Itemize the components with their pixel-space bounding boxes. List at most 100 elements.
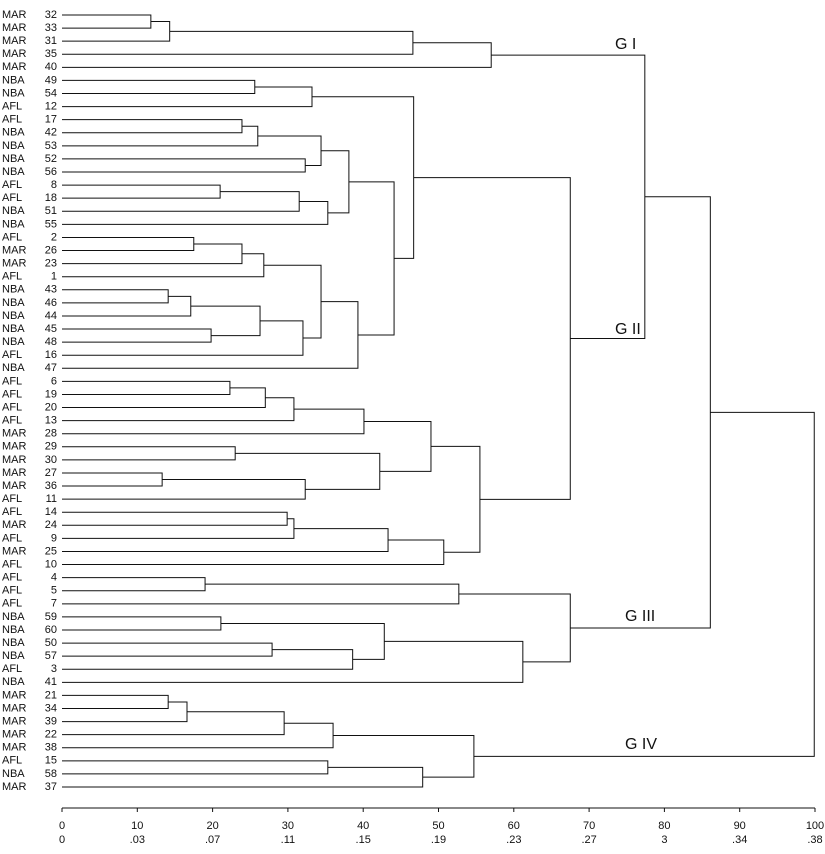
x-tick-label: 50 <box>432 820 444 832</box>
leaf-id: 14 <box>45 506 57 518</box>
leaf-group: AFL <box>2 558 22 570</box>
leaf-id: 33 <box>45 22 57 34</box>
leaf-group: MAR <box>2 244 27 256</box>
leaf-group: MAR <box>2 742 27 754</box>
merge-link <box>263 264 322 339</box>
merge-link <box>458 593 571 663</box>
x2-tick-label: .07 <box>205 834 220 846</box>
leaf-id: 3 <box>51 663 57 675</box>
leaf-id: 38 <box>45 742 57 754</box>
x2-tick-label: .23 <box>506 834 521 846</box>
leaf-id: 29 <box>45 441 57 453</box>
leaf-group: MAR <box>2 467 27 479</box>
leaf-id: 55 <box>45 218 57 230</box>
leaf-id: 13 <box>45 415 57 427</box>
merge-link <box>62 79 256 95</box>
merge-link <box>190 305 261 337</box>
leaf-group: AFL <box>2 493 22 505</box>
leaf-id: 36 <box>45 480 57 492</box>
x-tick-label: 0 <box>59 820 65 832</box>
merge-link <box>62 21 171 42</box>
leaf-id: 22 <box>45 729 57 741</box>
leaf-group: MAR <box>2 48 27 60</box>
leaf-group: MAR <box>2 35 27 47</box>
merge-link <box>62 289 169 304</box>
merge-link <box>62 397 295 422</box>
leaf-group: AFL <box>2 388 22 400</box>
merge-link <box>62 380 231 395</box>
leaf-id: 21 <box>45 689 57 701</box>
leaf-id: 35 <box>45 48 57 60</box>
x-tick-label: 30 <box>282 820 294 832</box>
leaf-id: 59 <box>45 611 57 623</box>
group-label: G I <box>615 36 636 53</box>
leaf-id: 15 <box>45 755 57 767</box>
leaf-group: NBA <box>2 768 25 780</box>
leaf-group: AFL <box>2 585 22 597</box>
leaf-id: 45 <box>45 323 57 335</box>
leaf-id: 19 <box>45 388 57 400</box>
merge-link <box>321 150 350 214</box>
merge-link <box>62 200 329 225</box>
leaf-group: AFL <box>2 179 22 191</box>
merge-link <box>62 119 243 134</box>
merge-link <box>473 411 815 757</box>
leaf-id: 1 <box>51 271 57 283</box>
leaf-group: NBA <box>2 624 25 636</box>
leaf-group: MAR <box>2 702 27 714</box>
leaf-group: AFL <box>2 572 22 584</box>
merge-link <box>257 135 322 166</box>
leaf-group: MAR <box>2 9 27 21</box>
leaf-group: AFL <box>2 192 22 204</box>
leaf-id: 30 <box>45 454 57 466</box>
leaf-id: 49 <box>45 74 57 86</box>
x2-tick-label: .15 <box>356 834 371 846</box>
x2-tick-label: .38 <box>807 834 822 846</box>
merge-link <box>62 42 492 68</box>
x2-tick-label: 0 <box>59 834 65 846</box>
leaf-id: 41 <box>45 676 57 688</box>
leaf-id: 54 <box>45 87 57 99</box>
leaf-group: NBA <box>2 362 25 374</box>
merge-link <box>235 452 381 490</box>
leaf-group: AFL <box>2 271 22 283</box>
leaf-group: NBA <box>2 284 25 296</box>
merge-link <box>62 328 212 343</box>
leaf-id: 43 <box>45 284 57 296</box>
leaf-group: NBA <box>2 310 25 322</box>
merge-link <box>62 722 334 749</box>
merge-link <box>62 711 285 736</box>
leaf-id: 48 <box>45 336 57 348</box>
merge-link <box>62 14 152 29</box>
leaf-group: NBA <box>2 166 25 178</box>
merge-link <box>62 158 306 173</box>
merge-link <box>62 528 389 552</box>
leaf-group: MAR <box>2 715 27 727</box>
merge-link <box>311 96 415 259</box>
leaf-id: 16 <box>45 349 57 361</box>
leaf-group: MAR <box>2 781 27 793</box>
leaf-id: 50 <box>45 637 57 649</box>
leaf-id: 53 <box>45 140 57 152</box>
leaf-group: NBA <box>2 676 25 688</box>
leaf-group: AFL <box>2 401 22 413</box>
leaf-group: MAR <box>2 689 27 701</box>
leaf-id: 5 <box>51 585 57 597</box>
leaf-id: 11 <box>46 493 57 505</box>
leaf-id: 57 <box>45 650 57 662</box>
leaf-group: AFL <box>2 532 22 544</box>
leaf-group: NBA <box>2 127 25 139</box>
leaf-group: AFL <box>2 114 22 126</box>
merge-link <box>491 54 646 339</box>
leaf-group: NBA <box>2 74 25 86</box>
x2-tick-label: .03 <box>130 834 145 846</box>
x-tick-label: 80 <box>658 820 670 832</box>
merge-link <box>62 694 169 709</box>
merge-link <box>62 191 300 212</box>
leaf-id: 24 <box>45 519 57 531</box>
leaf-id: 42 <box>45 127 57 139</box>
leaf-id: 26 <box>45 244 57 256</box>
merge-link <box>62 236 195 252</box>
leaf-group: AFL <box>2 506 22 518</box>
